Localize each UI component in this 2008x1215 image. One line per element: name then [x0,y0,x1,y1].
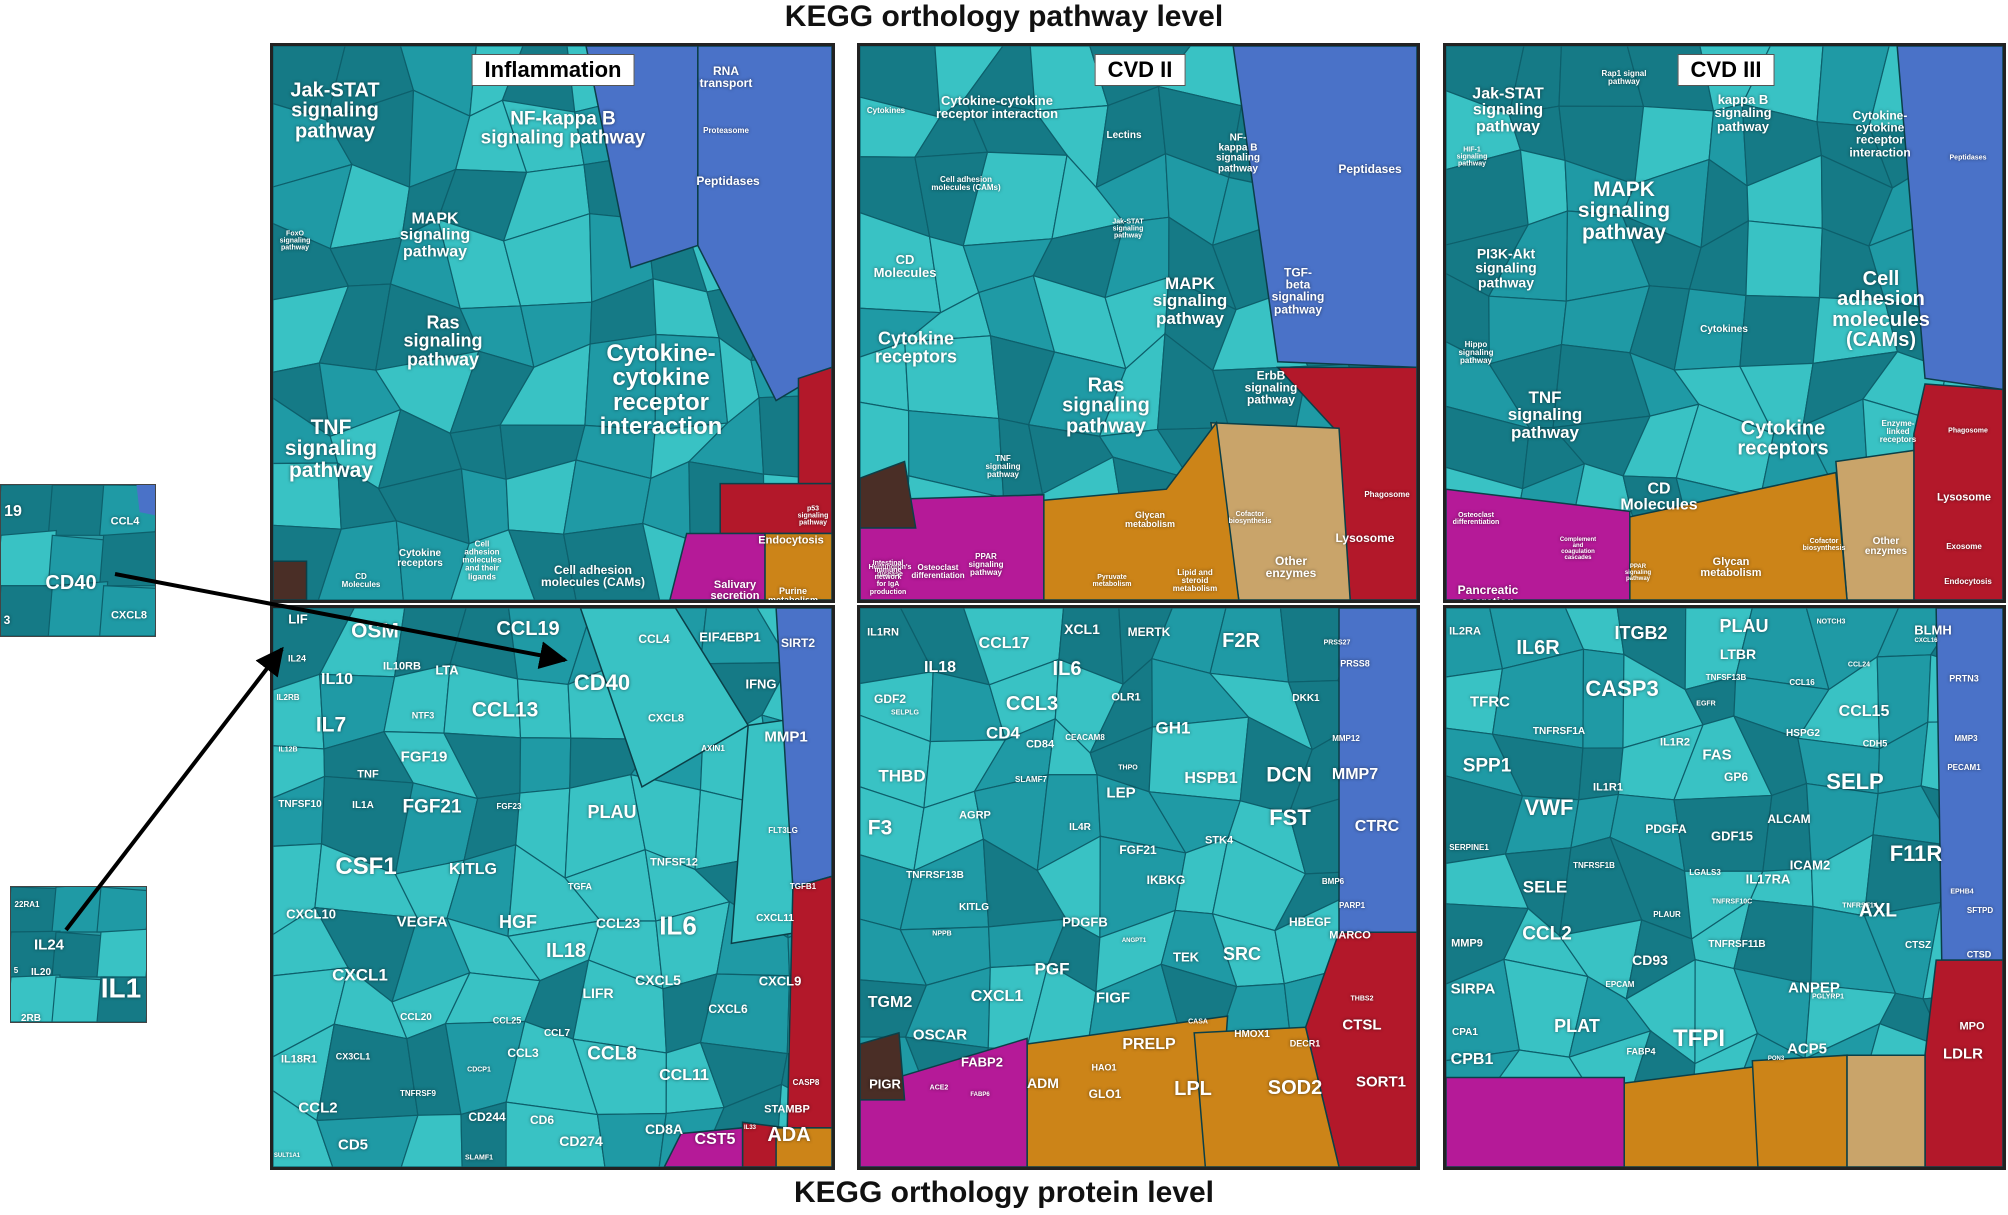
treemap-cell [460,1101,507,1167]
treemap-cells [273,46,832,600]
treemap-cell [315,1114,419,1167]
category-region [273,560,308,600]
inset-cells [1,485,155,636]
treemap-cell [519,737,572,794]
category-region [860,1037,1028,1167]
category-region [1913,383,2003,600]
treemap-cell [562,522,661,600]
inset-cell [1,585,57,636]
category-region [1835,449,1915,600]
category-region [1446,488,1631,600]
treemap-cell [699,973,791,1055]
treemap-cell [400,1113,463,1167]
panel-title: CVD II [1094,54,1186,86]
treemap-cells [1446,608,2003,1167]
treemap-cell [1582,648,1625,749]
cd40-zoom-inset: 19 CCL4 CD40 3 CXCL8 [0,484,156,637]
category-region [1304,931,1417,1167]
category-region [1751,1054,1848,1167]
treemap-cell [1148,716,1250,802]
inset-cell [47,581,109,636]
inset-cell [96,976,146,1022]
treemap-cell [273,462,342,530]
treemap-cell [1739,294,1821,368]
treemap-cell [516,678,572,739]
inset-cell [47,534,109,587]
inset-cell [1,485,57,536]
category-region [775,608,832,889]
inflammation-pathway-treemap: Inflammation Jak-STAT signaling pathway NF… [270,43,835,603]
category-region [136,485,155,516]
treemap-cells [1446,46,2003,600]
inset-cell [47,485,109,536]
cvd3-protein-treemap: IL2RA IL6R ITGB2 PLAU NOTCH3 BLMH LTBR CXCL16 CC… [1443,605,2006,1170]
treemap-cell [316,1023,419,1122]
category-region [1193,1026,1340,1167]
category-region [1935,608,2003,961]
treemap-cell [596,1112,667,1167]
treemap-cell [1745,220,1823,299]
inset-cell [96,887,146,933]
category-region [786,875,832,1129]
category-region [1924,959,2003,1167]
category-region [860,460,917,529]
treemap-cell [273,1090,334,1167]
inset-cell [99,585,155,636]
category-region [1446,1076,1625,1167]
category-region [1846,1054,1926,1167]
treemap-cells [273,608,832,1167]
inset-cell [96,928,146,978]
cvd2-protein-treemap: IL1RN CCL17 XCL1 MERTK F2R PRSS27 PRSS8 IL18 IL6… [857,605,1420,1170]
category-region [719,482,832,535]
category-region [669,532,766,600]
panel-title: CVD III [1677,54,1775,86]
treemap-cells [860,608,1417,1167]
category-region [1896,46,2003,391]
cvd3-pathway-treemap: CVD III Jak-STAT signaling pathway Rap1 si… [1443,43,2006,603]
treemap-cell [654,333,729,431]
treemap-cell [505,1101,606,1167]
inset-cell [99,531,155,587]
category-region [764,532,832,600]
category-region [775,1127,832,1167]
category-region [663,1127,744,1167]
panel-title: Inflammation [471,54,635,86]
category-region [1338,608,1417,945]
cvd2-pathway-treemap: CVD II Cytokines Cytokine-cytokine recepto… [857,43,1420,603]
treemap-cell [584,333,657,431]
il24-zoom-inset: 22RA1 IL24 IL20 5 IL1 2RB [10,886,147,1023]
inset-cell [1,529,57,587]
bottom-heading: KEGG orthology protein level [793,1176,1215,1209]
category-region [860,1031,906,1101]
treemap-cell [1578,747,1624,801]
category-region [797,366,832,485]
category-region [1276,366,1417,600]
top-heading: KEGG orthology pathway level [784,0,1224,33]
treemap-cells [860,46,1417,600]
inset-cells [11,887,146,1022]
inflammation-protein-treemap: LIF OSM CCL19 CCL4 EIF4EBP1 SIRT2 IL24 IL10 IL10… [270,605,835,1170]
treemap-cell [1673,794,1773,872]
treemap-cell [904,335,1000,420]
inset-cell [11,974,61,1022]
inset-cell [51,976,106,1022]
category-region [1232,46,1417,369]
